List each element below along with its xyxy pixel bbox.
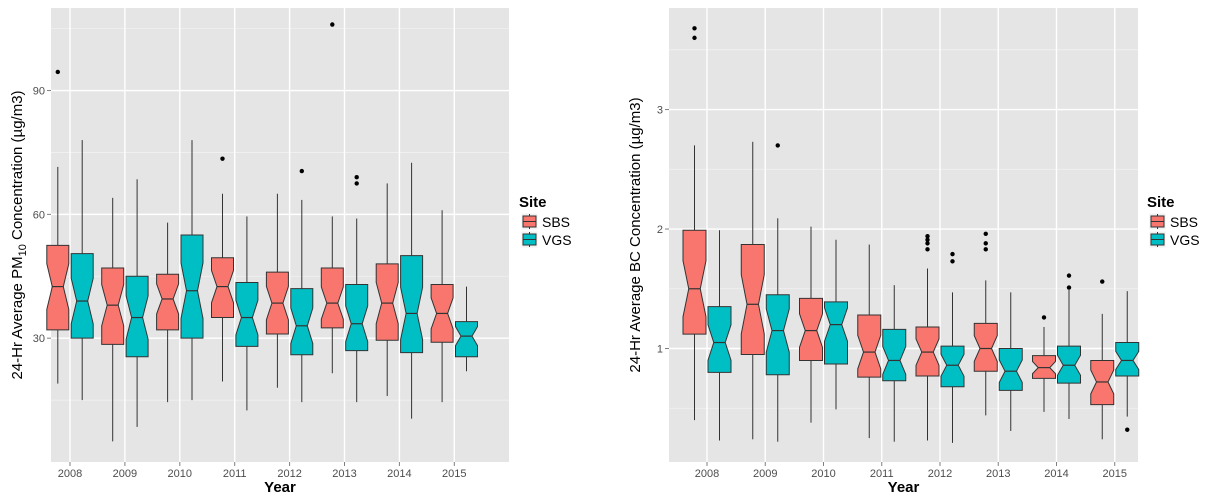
outlier-point [692,26,697,31]
box [455,321,478,358]
outlier-point [354,181,359,186]
x-tick-label: 2008 [58,468,82,480]
legend: Site SBS VGS [519,194,572,249]
outlier-point [220,156,225,161]
box [235,281,259,347]
box [101,267,125,345]
outlier-point [1100,279,1105,284]
x-axis-title: Year [888,479,920,496]
chart-2: 1 2 3 2008 2009 2010 2011 2012 2013 2014 2015 Year 2… [627,8,1200,496]
x-tick-label: 2011 [223,468,247,480]
y-tick-label: 2 [657,224,663,236]
x-axis-title: Year [264,479,296,496]
y-tick-label: 1 [657,344,663,356]
outlier-point [983,247,988,252]
legend-label-vgs: VGS [542,232,572,248]
outlier-point [55,69,60,75]
box [882,328,907,382]
x-tick-label: 2015 [442,468,466,480]
x-tick-label: 2013 [986,468,1010,480]
x-tick-label: 2012 [277,468,301,480]
outlier-point [925,241,930,246]
box [70,253,94,339]
box [940,345,965,388]
series-sbs [682,26,1115,441]
x-tick-label: 2009 [113,468,137,480]
outlier-point [692,35,697,41]
box [765,294,790,376]
x-tick-label: 2013 [332,468,356,480]
series-vgs [70,140,478,427]
legend-label-sbs: SBS [542,214,570,230]
box [824,301,848,365]
box [180,234,204,339]
legend-label-vgs: VGS [1170,232,1200,248]
outlier-point [299,168,304,174]
outlier-point [1125,427,1130,432]
x-tick-label: 2010 [168,468,192,480]
y-axis-title: 24-Hr Average PM10 Concentration (µg/m3) [9,90,29,379]
box [400,255,424,354]
outlier-point [950,251,955,257]
box [290,288,314,356]
legend-title: Site [1147,194,1175,211]
outlier-point [1041,315,1047,320]
y-tick-label: 3 [657,105,663,117]
box [1115,342,1140,377]
x-tick-label: 2015 [1103,468,1127,480]
box [740,244,765,355]
box [46,244,70,331]
outlier-point [775,143,780,148]
series-sbs [46,22,454,442]
outlier-point [925,237,930,242]
outlier-point [983,241,988,246]
y-tick-label: 60 [33,209,45,221]
outlier-point [1066,285,1072,290]
x-tick-label: 2012 [928,468,952,480]
plot-panel [669,8,1138,462]
outlier-point [925,247,930,252]
box [682,229,707,335]
outlier-point [354,175,359,180]
y-tick-label: 90 [33,86,45,98]
legend-title: Site [519,194,547,211]
outlier-point [330,22,335,27]
series-vgs [707,143,1140,443]
x-tick-label: 2014 [1044,468,1068,480]
box [320,267,344,329]
x-tick-label: 2014 [387,468,411,480]
plot-panel [51,8,509,462]
box [707,306,732,373]
x-tick-label: 2011 [870,468,894,480]
chart-1: 30 60 90 2008 2009 2010 2011 2012 2013 2014 2015 Ye… [9,8,572,496]
box [973,322,998,372]
y-tick-label: 30 [33,333,45,345]
box [345,284,369,352]
legend: Site SBS VGS [1147,194,1200,249]
legend-label-sbs: SBS [1170,214,1198,230]
y-axis-title: 24-Hr Average BC Concentration (µg/m3) [627,97,644,372]
x-tick-label: 2010 [811,468,835,480]
box [375,263,399,341]
box [799,297,823,361]
x-tick-label: 2008 [695,468,719,480]
outlier-point [1066,273,1072,278]
outlier-point [950,259,955,264]
x-tick-label: 2009 [753,468,777,480]
box [125,275,149,358]
outlier-point [983,231,988,237]
box [998,348,1023,391]
box [211,257,234,319]
box [857,314,882,378]
box [156,273,180,331]
outlier-point [925,233,930,239]
